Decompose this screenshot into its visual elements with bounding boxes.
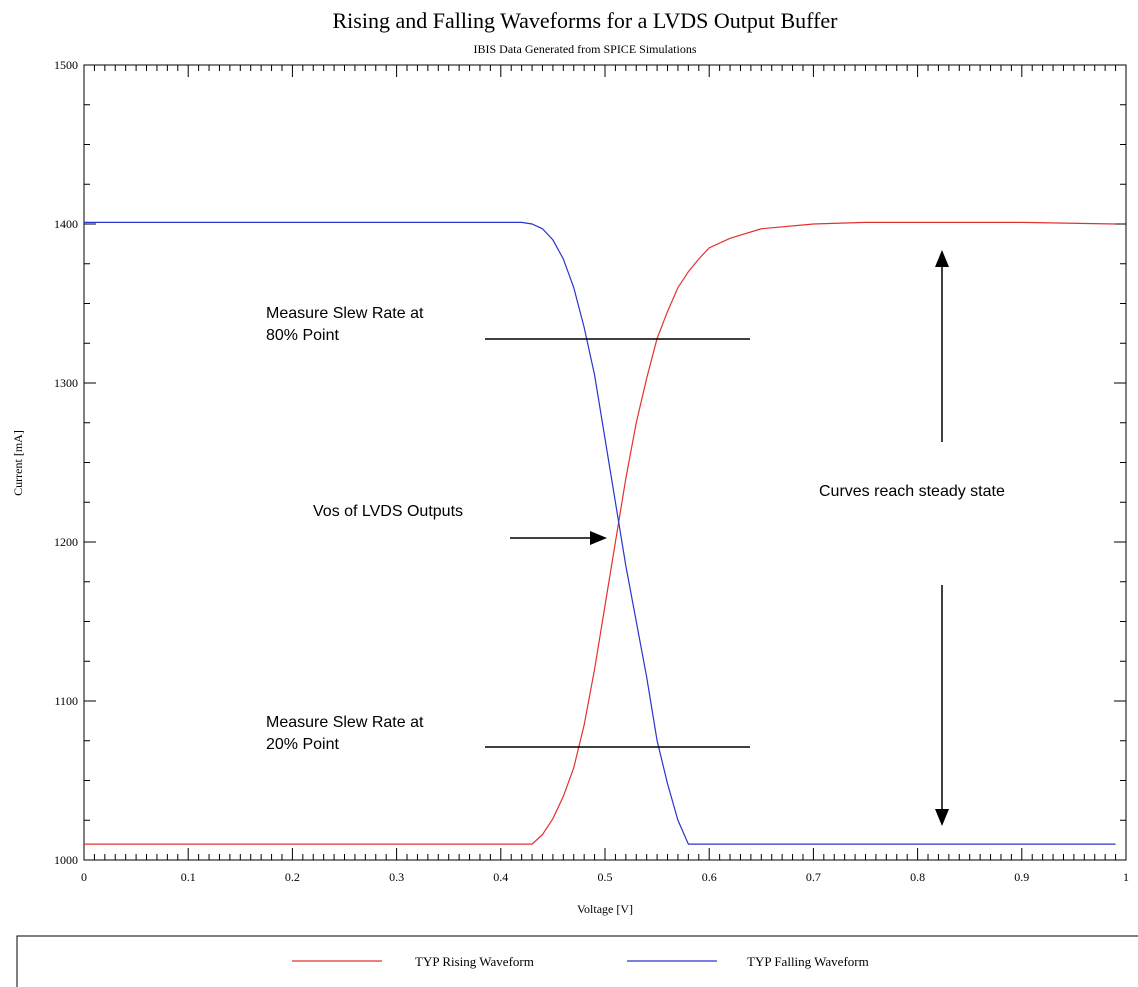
annotation-steady-state: Curves reach steady state — [819, 483, 1005, 500]
annotation-20-percent-line2: 20% Point — [266, 736, 339, 753]
series-rising-line — [84, 221, 1116, 845]
legend: TYP Rising Waveform TYP Falling Waveform — [16, 935, 1138, 987]
y-tick-label: 1500 — [54, 58, 78, 72]
x-tick-label: 0.3 — [389, 870, 404, 884]
y-tick-label: 1400 — [54, 217, 78, 231]
annotation-20-percent: Measure Slew Rate at 20% Point — [266, 714, 428, 753]
x-tick-label: 0.4 — [493, 870, 508, 884]
y-tick-label: 1300 — [54, 376, 78, 390]
series-falling-line — [84, 221, 1116, 845]
x-tick-label: 1 — [1123, 870, 1129, 884]
axes-frame: 0 0.1 0.2 0.3 0.4 0.5 0.6 0.7 0.8 0.9 1 1000 1100 120… — [54, 58, 1129, 884]
annotation-80-percent: Measure Slew Rate at 80% Point — [266, 305, 428, 344]
y-tick-label: 1000 — [54, 853, 78, 867]
x-tick-label: 0.7 — [806, 870, 821, 884]
x-tick-label: 0 — [81, 870, 87, 884]
y-tick-label: 1200 — [54, 535, 78, 549]
x-tick-label: 0.6 — [702, 870, 717, 884]
annotation-80-percent-line2: 80% Point — [266, 327, 339, 344]
x-axis-label: Voltage [V] — [577, 902, 633, 916]
legend-box — [16, 935, 1138, 987]
annotation-vos-arrowhead — [590, 531, 607, 545]
x-tick-label: 0.5 — [598, 870, 613, 884]
chart-subtitle: IBIS Data Generated from SPICE Simulatio… — [474, 42, 697, 56]
legend-label-rising: TYP Rising Waveform — [415, 954, 534, 969]
y-tick-label: 1100 — [54, 694, 78, 708]
steady-state-down-arrowhead — [935, 809, 949, 826]
x-tick-label: 0.2 — [285, 870, 300, 884]
series-layer — [84, 221, 1116, 845]
chart-title: Rising and Falling Waveforms for a LVDS … — [332, 8, 838, 33]
x-tick-label: 0.8 — [910, 870, 925, 884]
annotation-80-percent-line1: Measure Slew Rate at — [266, 305, 424, 322]
x-tick-label: 0.1 — [181, 870, 196, 884]
x-tick-label: 0.9 — [1014, 870, 1029, 884]
y-axis-label: Current [mA] — [11, 430, 25, 496]
annotation-20-percent-line1: Measure Slew Rate at — [266, 714, 424, 731]
annotation-vos: Vos of LVDS Outputs — [313, 503, 463, 520]
steady-state-up-arrowhead — [935, 250, 949, 267]
legend-label-falling: TYP Falling Waveform — [747, 954, 869, 969]
plot-frame — [83, 64, 1127, 861]
